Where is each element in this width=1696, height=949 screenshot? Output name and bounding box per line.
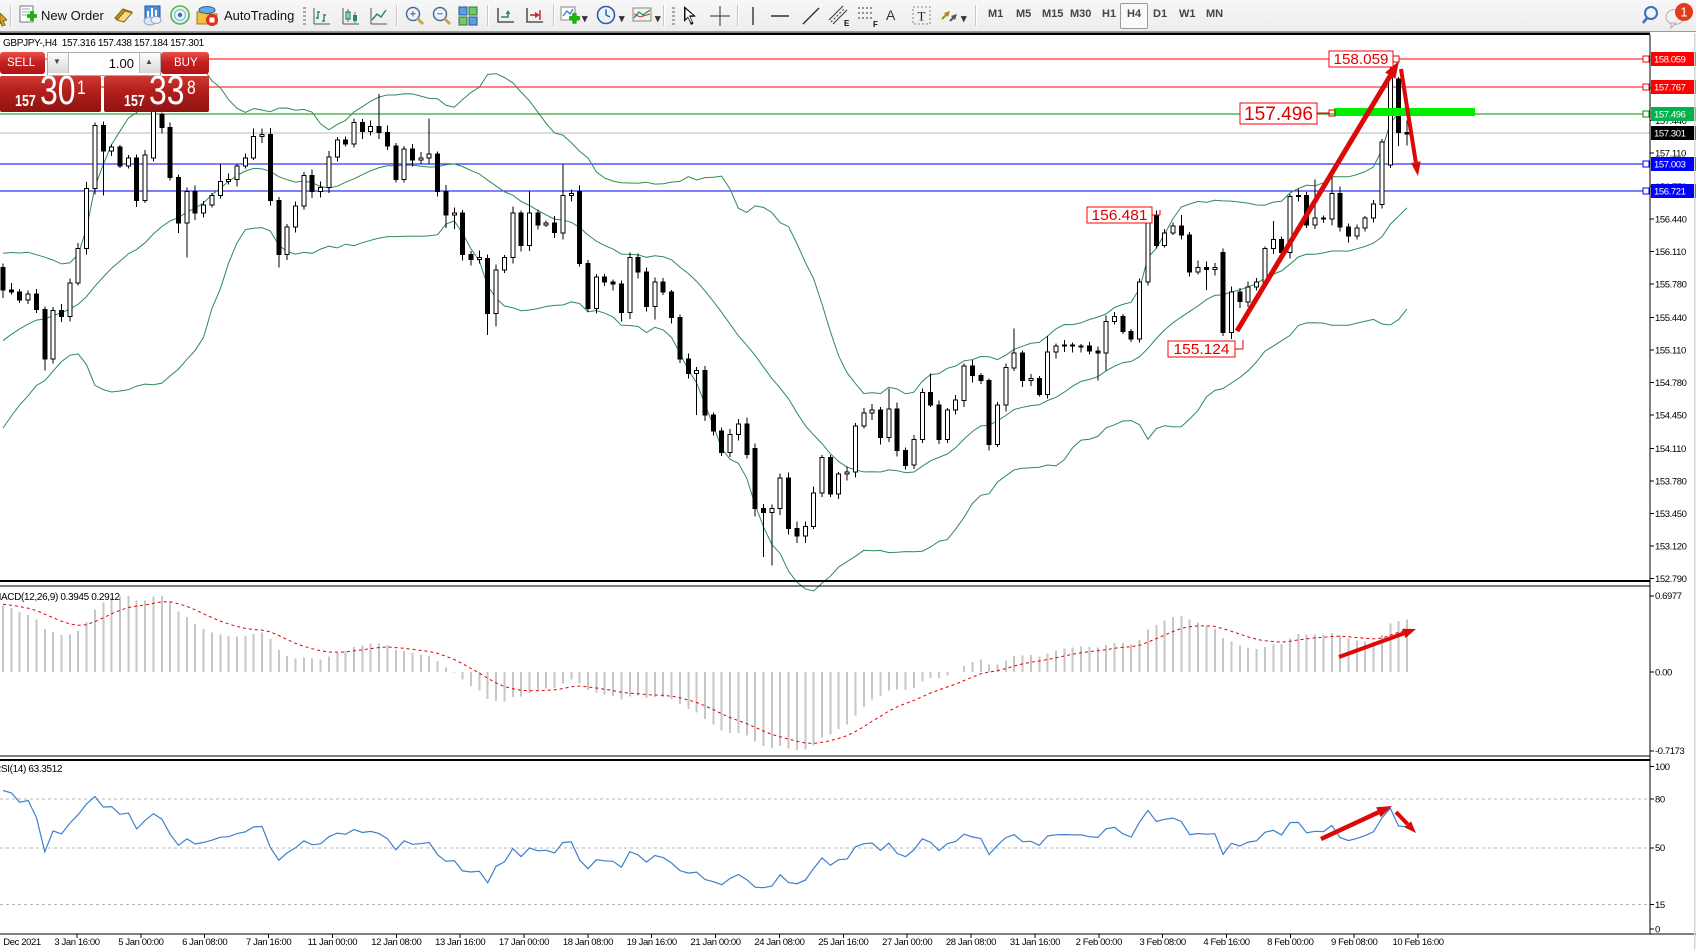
svg-text:18 Jan 08:00: 18 Jan 08:00	[563, 937, 613, 948]
svg-text:3 Feb 08:00: 3 Feb 08:00	[1139, 937, 1185, 948]
svg-text:−: −	[437, 9, 443, 21]
svg-text:21 Jan 00:00: 21 Jan 00:00	[691, 937, 741, 948]
svg-text:19 Jan 16:00: 19 Jan 16:00	[627, 937, 677, 948]
svg-text:0: 0	[1655, 925, 1660, 936]
svg-text:155.780: 155.780	[1655, 280, 1687, 291]
svg-text:4 Feb 16:00: 4 Feb 16:00	[1203, 937, 1249, 948]
svg-text:6 Jan 08:00: 6 Jan 08:00	[182, 937, 227, 948]
svg-text:157.110: 157.110	[1655, 149, 1686, 160]
svg-text:156.440: 156.440	[1655, 215, 1687, 226]
svg-text:155.440: 155.440	[1655, 313, 1687, 324]
svg-text:155.110: 155.110	[1655, 346, 1686, 357]
svg-text:+: +	[410, 9, 416, 21]
svg-text:7 Jan 16:00: 7 Jan 16:00	[246, 937, 291, 948]
svg-text:153.120: 153.120	[1655, 542, 1687, 553]
svg-text:154.110: 154.110	[1655, 444, 1686, 455]
svg-text:156.481: 156.481	[1092, 208, 1148, 224]
svg-text:157.440: 157.440	[1655, 116, 1687, 127]
svg-text:154.780: 154.780	[1655, 378, 1687, 389]
svg-text:-0.7173: -0.7173	[1655, 746, 1685, 757]
svg-text:0.6977: 0.6977	[1655, 591, 1682, 602]
svg-text:GBPJPY-,H4 157.316 157.438 15: GBPJPY-,H4 157.316 157.438 157.184 157.3…	[3, 38, 205, 49]
svg-text:9 Feb 08:00: 9 Feb 08:00	[1331, 937, 1377, 948]
svg-text:157.003: 157.003	[1654, 160, 1686, 171]
svg-text:10 Feb 16:00: 10 Feb 16:00	[1392, 937, 1443, 948]
svg-text:157.301: 157.301	[1654, 129, 1686, 140]
svg-text:F: F	[873, 20, 878, 29]
svg-text:8 Feb 00:00: 8 Feb 00:00	[1267, 937, 1313, 948]
svg-text:156.110: 156.110	[1655, 247, 1686, 258]
svg-text:E: E	[844, 19, 850, 28]
svg-text:11 Jan 00:00: 11 Jan 00:00	[308, 937, 358, 948]
svg-text:80: 80	[1655, 795, 1665, 806]
svg-text:T: T	[918, 9, 926, 24]
svg-text:28 Jan 08:00: 28 Jan 08:00	[946, 937, 996, 948]
svg-text:153.780: 153.780	[1655, 477, 1687, 488]
svg-text:MACD(12,26,9) 0.3945 0.2912: MACD(12,26,9) 0.3945 0.2912	[0, 592, 121, 603]
svg-text:157.496: 157.496	[1244, 104, 1313, 125]
svg-text:13 Jan 16:00: 13 Jan 16:00	[435, 937, 485, 948]
svg-text:31 Jan 16:00: 31 Jan 16:00	[1010, 937, 1060, 948]
svg-text:100: 100	[1655, 762, 1670, 773]
svg-text:27 Jan 00:00: 27 Jan 00:00	[882, 937, 932, 948]
svg-text:1: 1	[1680, 5, 1687, 20]
svg-text:5 Jan 00:00: 5 Jan 00:00	[118, 937, 163, 948]
svg-text:25 Jan 16:00: 25 Jan 16:00	[818, 937, 868, 948]
svg-text:RSI(14) 63.3512: RSI(14) 63.3512	[0, 764, 63, 775]
svg-text:154.450: 154.450	[1655, 411, 1687, 422]
svg-text:158.059: 158.059	[1334, 52, 1389, 68]
svg-text:0.00: 0.00	[1655, 668, 1672, 679]
svg-text:24 Jan 08:00: 24 Jan 08:00	[754, 937, 804, 948]
svg-text:157.767: 157.767	[1654, 83, 1686, 94]
svg-text:153.450: 153.450	[1655, 509, 1687, 520]
svg-text:158.059: 158.059	[1654, 55, 1686, 66]
svg-text:2 Feb 00:00: 2 Feb 00:00	[1076, 937, 1122, 948]
svg-text:12 Jan 08:00: 12 Jan 08:00	[371, 937, 421, 948]
svg-text:3 Jan 16:00: 3 Jan 16:00	[54, 937, 99, 948]
svg-text:17 Jan 00:00: 17 Jan 00:00	[499, 937, 549, 948]
svg-text:152.790: 152.790	[1655, 574, 1687, 585]
svg-text:Dec 2021: Dec 2021	[3, 937, 41, 948]
svg-text:156.721: 156.721	[1654, 187, 1686, 198]
svg-text:50: 50	[1655, 843, 1665, 854]
svg-text:157.496: 157.496	[1654, 110, 1686, 121]
svg-text:155.124: 155.124	[1174, 342, 1230, 358]
svg-text:15: 15	[1655, 900, 1665, 911]
